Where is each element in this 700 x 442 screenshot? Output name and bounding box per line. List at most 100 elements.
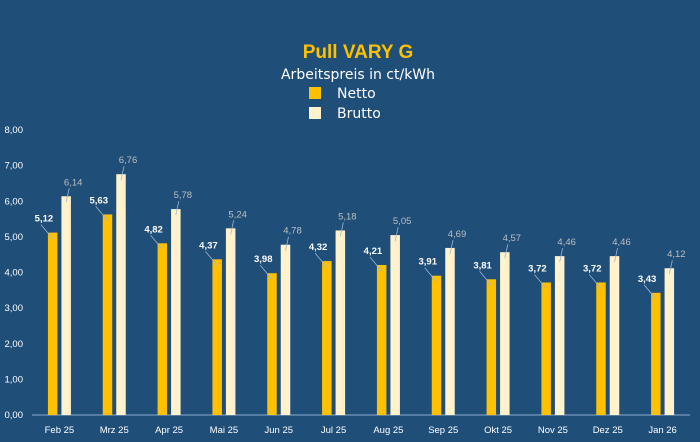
data-label-leader: [205, 251, 218, 266]
data-label-brutto: 6,76: [119, 155, 138, 166]
data-label-netto: 3,43: [638, 274, 657, 285]
data-label-leader: [314, 252, 328, 268]
data-label-brutto: 5,24: [228, 209, 247, 220]
x-tick-label: Jul 25: [321, 425, 346, 436]
bar-brutto: [116, 174, 126, 415]
bar-netto: [102, 214, 113, 415]
y-axis: 0,00 1,00 2,00 3,00 4,00 5,00 6,00 7,00 8,00: [5, 125, 24, 421]
data-label-leader: [95, 206, 108, 221]
data-label-brutto: 4,78: [283, 226, 302, 237]
bar-brutto: [61, 196, 71, 415]
x-tick-label: Feb 25: [45, 425, 75, 436]
y-tick-label: 8,00: [5, 125, 24, 136]
data-label-brutto: 5,05: [393, 216, 412, 227]
data-label-brutto: 4,12: [667, 249, 686, 260]
data-label-leader: [65, 188, 70, 203]
data-label-netto: 4,37: [199, 240, 218, 251]
chart-title: Pull VARY G: [303, 42, 414, 63]
data-label-leader: [559, 248, 564, 263]
data-label-leader: [369, 256, 382, 272]
data-label-leader: [394, 227, 399, 242]
data-label-netto: 3,81: [473, 260, 492, 271]
bar-brutto: [171, 209, 181, 415]
bar-netto: [157, 243, 168, 415]
data-label-leader: [449, 239, 454, 255]
data-label-brutto: 4,57: [503, 233, 522, 244]
bar-netto: [596, 282, 606, 415]
bar-netto: [47, 232, 58, 415]
legend-label-netto: Netto: [337, 86, 376, 102]
data-label-leader: [424, 267, 437, 282]
bar-brutto: [445, 247, 455, 415]
data-label-leader: [643, 284, 657, 300]
data-label-leader: [175, 201, 180, 216]
bar-netto: [486, 279, 497, 415]
data-label-netto: 3,72: [528, 263, 547, 274]
data-label-leader: [259, 264, 273, 280]
data-label-netto: 5,63: [90, 195, 109, 206]
y-tick-label: 4,00: [5, 268, 24, 279]
data-label-netto: 3,72: [583, 263, 602, 274]
data-label-leader: [534, 274, 547, 289]
data-label-leader: [230, 220, 235, 235]
data-label-netto: 3,98: [254, 254, 273, 265]
x-tick-label: Sep 25: [428, 425, 458, 436]
bar-brutto: [225, 228, 236, 415]
data-label-leader: [40, 224, 53, 239]
x-tick-label: Mai 25: [210, 425, 239, 436]
x-tick-label: Jun 25: [264, 425, 293, 436]
legend-label-brutto: Brutto: [337, 106, 381, 122]
y-tick-label: 3,00: [5, 303, 24, 314]
bar-netto: [322, 261, 332, 415]
x-tick-label: Mrz 25: [100, 425, 129, 436]
legend-swatch-brutto: [309, 107, 321, 119]
data-label-leader: [120, 166, 125, 181]
data-label-leader: [285, 236, 289, 251]
x-tick-label: Aug 25: [373, 425, 403, 436]
data-label-brutto: 5,18: [338, 211, 357, 222]
data-label-brutto: 4,46: [557, 237, 576, 248]
data-label-brutto: 5,78: [174, 190, 193, 201]
data-label-leader: [614, 248, 618, 263]
data-label-netto: 4,82: [144, 224, 163, 235]
x-tick-label: Nov 25: [538, 425, 568, 436]
legend-swatch-netto: [309, 87, 321, 99]
y-tick-label: 0,00: [5, 410, 24, 421]
y-tick-label: 5,00: [5, 232, 24, 243]
bar-netto: [212, 259, 222, 415]
x-tick-label: Apr 25: [155, 425, 183, 436]
data-label-netto: 5,12: [35, 214, 54, 225]
bar-brutto: [554, 256, 565, 415]
bar-netto: [651, 292, 661, 415]
data-label-leader: [504, 244, 509, 259]
data-label-leader: [588, 274, 602, 289]
data-label-brutto: 4,46: [612, 237, 631, 248]
x-axis-labels: Feb 25 Mrz 25 Apr 25 Mai 25 Jun 25 Jul 25 Aug …: [45, 425, 677, 436]
bar-brutto: [335, 230, 346, 415]
bar-brutto: [500, 252, 510, 415]
bar-brutto: [609, 256, 620, 415]
y-tick-label: 7,00: [5, 161, 24, 172]
y-tick-label: 2,00: [5, 339, 24, 350]
bar-netto: [267, 273, 277, 415]
bar-brutto: [280, 244, 291, 415]
bars-group: 5,12 6,14 5,63 6,76 4,82 5,78 4,37 5,24 3,98 4,78…: [35, 155, 686, 415]
data-label-netto: 3,91: [419, 257, 438, 268]
x-tick-label: Dez 25: [593, 425, 623, 436]
data-label-leader: [479, 271, 492, 286]
data-label-leader: [668, 260, 673, 275]
bar-netto: [431, 275, 442, 415]
data-label-leader: [150, 235, 163, 250]
data-label-leader: [339, 222, 344, 237]
chart-subtitle: Arbeitspreis in ct/kWh: [281, 67, 435, 83]
data-label-brutto: 4,69: [448, 229, 467, 240]
bar-netto: [541, 282, 551, 415]
bar-netto: [376, 265, 387, 415]
bar-brutto: [664, 268, 675, 415]
data-label-netto: 4,32: [309, 242, 328, 253]
data-label-netto: 4,21: [364, 246, 383, 257]
bar-brutto: [390, 235, 400, 415]
x-tick-label: Jan 26: [648, 425, 677, 436]
y-tick-label: 6,00: [5, 196, 24, 207]
